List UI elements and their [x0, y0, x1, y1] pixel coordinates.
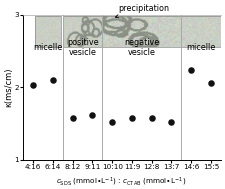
Point [130, 117, 134, 120]
Point [110, 120, 114, 123]
Y-axis label: κ(ms/cm): κ(ms/cm) [4, 67, 13, 107]
Point [170, 120, 173, 123]
Point [91, 113, 94, 116]
Text: micelle: micelle [187, 43, 216, 52]
Point [209, 82, 213, 85]
Point [71, 117, 74, 120]
Bar [63, 16, 102, 46]
Bar [181, 16, 221, 46]
Text: $\it{c}_\mathrm{SDS}$ (mmol$\bullet$L$^{-1}$) : $\it{c}_\mathrm{CTAB}$ (mmol$\bu: $\it{c}_\mathrm{SDS}$ (mmol$\bullet$L$^{… [56, 176, 187, 188]
Text: negative
vesicle: negative vesicle [124, 38, 160, 57]
Text: positive
vesicle: positive vesicle [67, 38, 98, 57]
Bar [102, 16, 181, 46]
Text: precipitation: precipitation [115, 4, 169, 18]
Text: micelle: micelle [33, 43, 63, 52]
Point [189, 69, 193, 72]
Point [32, 83, 35, 86]
Point [51, 78, 55, 81]
Point [150, 117, 153, 120]
Bar [35, 16, 61, 46]
